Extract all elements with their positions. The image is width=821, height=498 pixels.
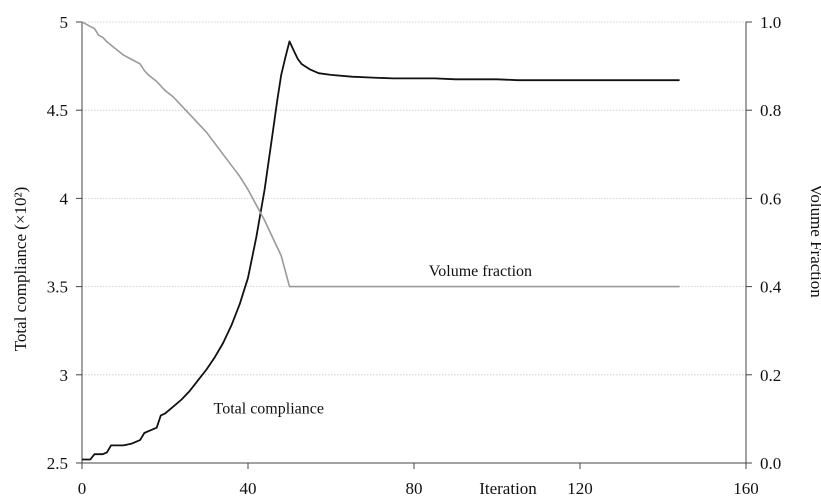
- series-line-total-compliance: [82, 41, 680, 459]
- y-left-tick-label: 2.5: [47, 454, 68, 473]
- y-axis-right-title: Volume Fraction: [807, 184, 821, 298]
- y-right-tick-label: 0.0: [760, 454, 781, 473]
- annotation-volume-fraction: Volume fraction: [429, 263, 532, 280]
- axes: [82, 22, 746, 463]
- y-left-tick-label: 4: [60, 189, 69, 208]
- y-right-tick-label: 0.4: [760, 278, 782, 297]
- y-left-tick-label: 3.5: [47, 278, 68, 297]
- grid-lines: [82, 22, 746, 375]
- x-tick-label: 40: [240, 479, 257, 498]
- y-right-tick-label: 1.0: [760, 13, 781, 32]
- y-left-tick-label: 3: [60, 366, 69, 385]
- y-left-tick-label: 5: [60, 13, 69, 32]
- series-line-volume-fraction: [82, 22, 680, 287]
- x-tick-label: 0: [78, 479, 87, 498]
- y-right-tick-label: 0.2: [760, 366, 781, 385]
- annotation-total-compliance: Total compliance: [214, 400, 324, 417]
- y-right-tick-label: 0.8: [760, 101, 781, 120]
- y-left-tick-label: 4.5: [47, 101, 68, 120]
- y-right-tick-label: 0.6: [760, 189, 781, 208]
- y-axis-left-title: Total compliance (×10²): [11, 187, 30, 352]
- x-tick-label: 120: [567, 479, 593, 498]
- x-tick-label: 80: [406, 479, 423, 498]
- series-lines: [82, 22, 680, 460]
- x-axis-title: Iteration: [479, 479, 537, 498]
- x-tick-label: 160: [733, 479, 759, 498]
